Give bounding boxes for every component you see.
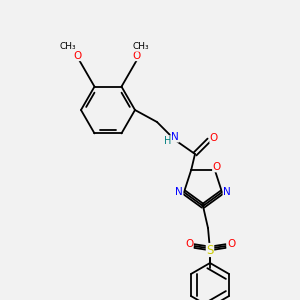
Text: N: N: [223, 187, 231, 197]
Text: N: N: [171, 132, 179, 142]
Text: O: O: [210, 133, 218, 143]
Text: H: H: [164, 136, 172, 146]
Text: CH₃: CH₃: [59, 42, 76, 51]
Text: S: S: [206, 244, 214, 256]
Text: O: O: [185, 239, 193, 249]
Text: CH₃: CH₃: [132, 42, 149, 51]
Text: O: O: [227, 239, 235, 249]
Text: O: O: [132, 51, 141, 61]
Text: O: O: [74, 51, 82, 61]
Text: O: O: [213, 162, 221, 172]
Text: N: N: [175, 187, 183, 197]
